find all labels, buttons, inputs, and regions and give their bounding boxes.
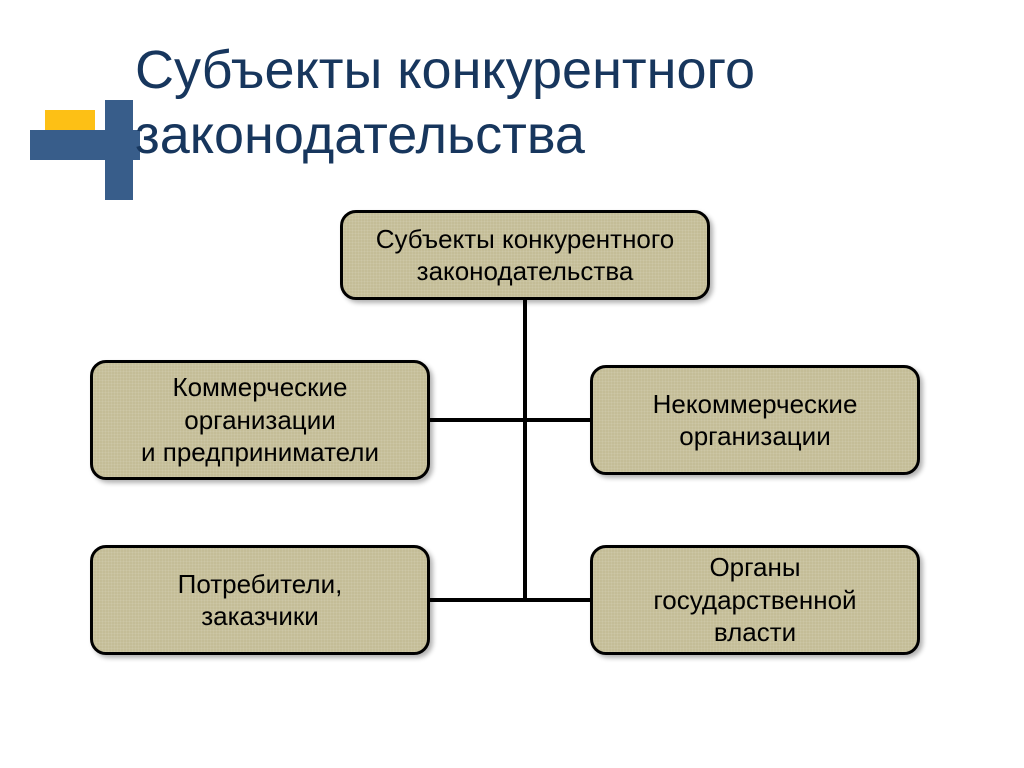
node-right2-line1: Органы: [709, 552, 800, 582]
node-left1-line1: Коммерческие: [172, 372, 347, 402]
node-left1-line2: организации: [184, 405, 336, 435]
node-left1: Коммерческие организации и предпринимате…: [90, 360, 430, 480]
node-right1-line1: Некоммерческие: [653, 389, 858, 419]
deco-blue-vertical: [105, 100, 133, 200]
connector-right1: [525, 418, 590, 422]
title-line1: Субъекты конкурентного: [135, 40, 755, 100]
node-right1: Некоммерческие организации: [590, 365, 920, 475]
connector-right2: [525, 598, 590, 602]
node-right1-line2: организации: [679, 421, 831, 451]
node-left1-line3: и предприниматели: [141, 437, 379, 467]
connector-trunk: [523, 300, 527, 600]
connector-left1: [430, 418, 525, 422]
title-decoration: [30, 100, 140, 210]
node-right2: Органы государственной власти: [590, 545, 920, 655]
node-right2-line2: государственной власти: [653, 585, 856, 648]
node-left2-line1: Потребители,: [178, 569, 343, 599]
node-root-line2: законодательства: [417, 256, 634, 286]
node-root-line1: Субъекты конкурентного: [376, 224, 675, 254]
node-left2-line2: заказчики: [201, 601, 319, 631]
node-left2: Потребители, заказчики: [90, 545, 430, 655]
hierarchy-diagram: Субъекты конкурентного законодательства …: [60, 210, 940, 690]
node-root: Субъекты конкурентного законодательства: [340, 210, 710, 300]
title-line2: законодательства: [135, 105, 585, 165]
connector-left2: [430, 598, 525, 602]
slide-title: Субъекты конкурентного законодательства: [135, 38, 755, 168]
